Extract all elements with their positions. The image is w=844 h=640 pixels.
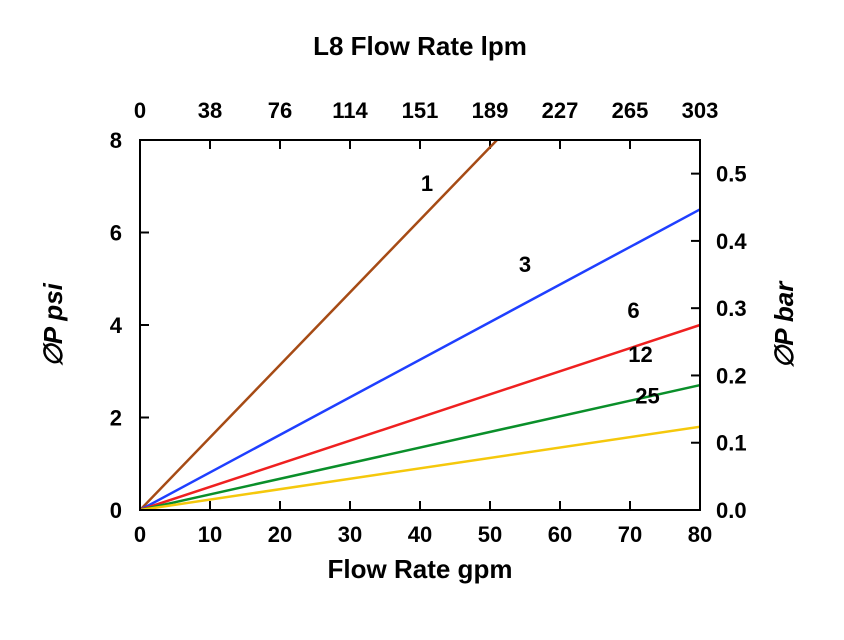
- bottom-tick-label: 50: [478, 522, 502, 547]
- series-label-s1: 1: [421, 171, 433, 196]
- chart-svg: L8 Flow Rate lpm038761141511892272653030…: [0, 0, 844, 640]
- pressure-drop-chart: L8 Flow Rate lpm038761141511892272653030…: [0, 0, 844, 640]
- top-tick-label: 76: [268, 98, 292, 123]
- right-tick-label: 0.4: [716, 229, 747, 254]
- top-tick-label: 303: [682, 98, 719, 123]
- left-tick-label: 2: [110, 406, 122, 431]
- bottom-tick-label: 30: [338, 522, 362, 547]
- bottom-tick-label: 70: [618, 522, 642, 547]
- bottom-tick-label: 80: [688, 522, 712, 547]
- top-axis-title: L8 Flow Rate lpm: [313, 31, 527, 61]
- right-axis-title: ∅P bar: [769, 280, 799, 369]
- top-tick-label: 189: [472, 98, 509, 123]
- bottom-tick-label: 40: [408, 522, 432, 547]
- bottom-tick-label: 60: [548, 522, 572, 547]
- top-tick-label: 38: [198, 98, 222, 123]
- right-tick-label: 0.3: [716, 296, 747, 321]
- left-tick-label: 0: [110, 498, 122, 523]
- right-tick-label: 0.2: [716, 363, 747, 388]
- bottom-tick-label: 10: [198, 522, 222, 547]
- left-tick-label: 6: [110, 221, 122, 246]
- right-tick-label: 0.0: [716, 498, 747, 523]
- bottom-tick-label: 0: [134, 522, 146, 547]
- right-tick-label: 0.5: [716, 162, 747, 187]
- series-label-s25: 25: [635, 384, 659, 409]
- top-tick-label: 0: [134, 98, 146, 123]
- left-tick-label: 4: [110, 313, 123, 338]
- top-tick-label: 227: [542, 98, 579, 123]
- left-tick-label: 8: [110, 128, 122, 153]
- series-label-s6: 6: [627, 298, 639, 323]
- bottom-tick-label: 20: [268, 522, 292, 547]
- top-tick-label: 151: [402, 98, 439, 123]
- series-label-s3: 3: [519, 252, 531, 277]
- right-tick-label: 0.1: [716, 431, 747, 456]
- series-label-s12: 12: [628, 342, 652, 367]
- top-tick-label: 114: [332, 98, 368, 123]
- top-tick-label: 265: [612, 98, 649, 123]
- left-axis-title: ∅P psi: [38, 282, 68, 367]
- bottom-axis-title: Flow Rate gpm: [328, 554, 513, 584]
